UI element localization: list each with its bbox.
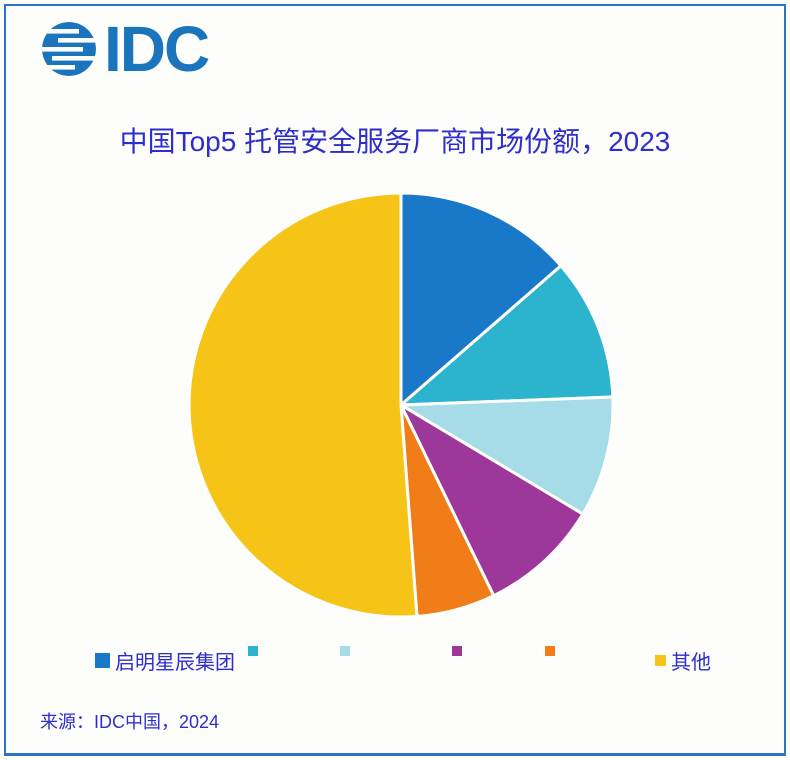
- pie-slice: [399, 191, 563, 407]
- pie-chart-svg: [187, 191, 615, 619]
- legend-label: 其他: [671, 652, 711, 674]
- pie-chart: [186, 190, 616, 620]
- legend-swatch-yellow: [655, 655, 666, 666]
- idc-logo: IDC: [40, 13, 210, 85]
- idc-globe-icon: [42, 22, 96, 76]
- legend-swatch-purple: [452, 646, 462, 656]
- legend-item-vendor4: [452, 646, 467, 656]
- pie-slice: [399, 264, 615, 407]
- legend-item-vendor5: [545, 646, 560, 656]
- legend-item-vendor2: [248, 646, 263, 656]
- pie-slice: [399, 395, 615, 516]
- legend-item-vendor3: [340, 646, 355, 656]
- legend-label: 启明星辰集团: [115, 652, 235, 674]
- legend-swatch-teal: [248, 646, 258, 656]
- pie-slice: [187, 191, 419, 619]
- legend-swatch-lightblue: [340, 646, 350, 656]
- legend-item-venustech: 启明星辰集团: [95, 646, 235, 675]
- idc-logo-text: IDC: [104, 13, 210, 85]
- legend-swatch-orange: [545, 646, 555, 656]
- source-note: 来源：IDC中国，2024: [40, 712, 220, 732]
- chart-title: 中国Top5 托管安全服务厂商市场份额，2023: [119, 126, 671, 157]
- legend-swatch-blue: [95, 653, 110, 668]
- pie-slice: [399, 403, 585, 598]
- legend-item-others: 其他: [655, 646, 711, 675]
- legend: 启明星辰集团 其他: [0, 646, 790, 675]
